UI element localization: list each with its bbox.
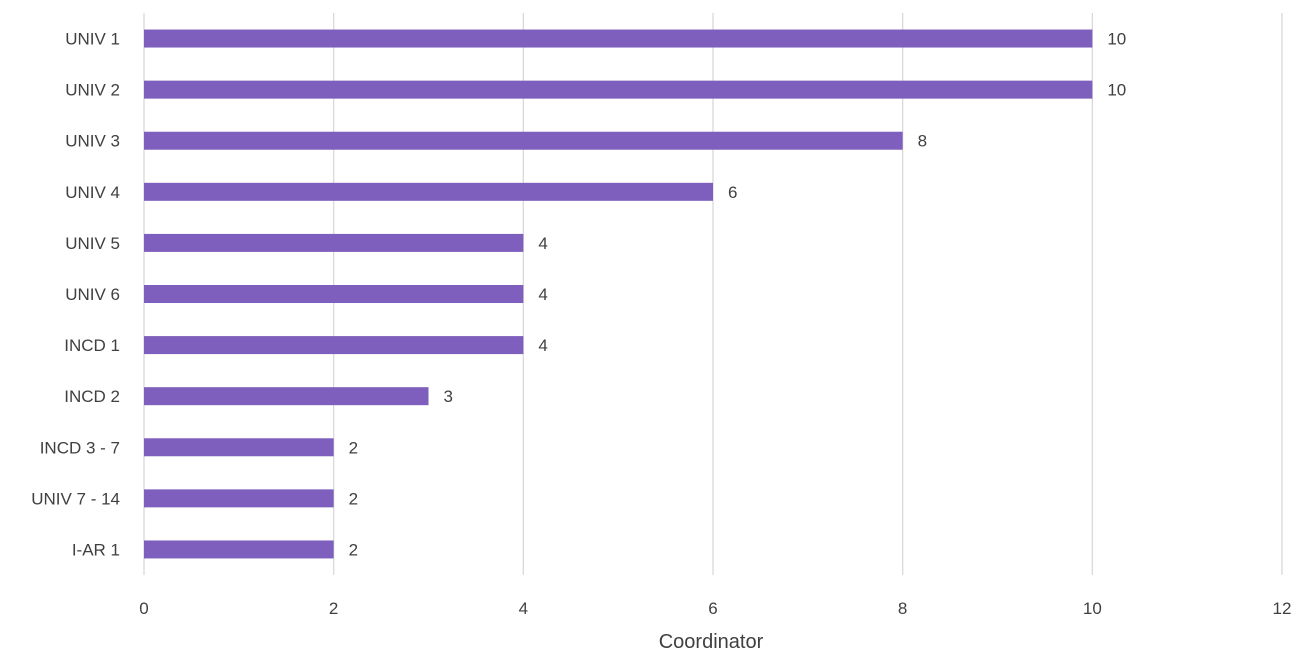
data-label: 4 <box>538 285 547 304</box>
x-tick-label: 0 <box>139 599 148 618</box>
bar-univ-4 <box>144 182 713 201</box>
x-tick-label: 10 <box>1083 599 1102 618</box>
x-tick-label: 8 <box>898 599 907 618</box>
category-label: UNIV 4 <box>65 183 120 202</box>
bar-univ-3 <box>144 131 903 150</box>
data-label: 4 <box>538 234 547 253</box>
bars <box>144 29 1093 559</box>
x-tick-label: 6 <box>708 599 717 618</box>
category-label: UNIV 1 <box>65 30 120 49</box>
bar-incd-3-7 <box>144 438 334 457</box>
category-label: UNIV 6 <box>65 285 120 304</box>
bar-i-ar-1 <box>144 540 334 559</box>
category-label: I-AR 1 <box>72 540 120 559</box>
data-label: 10 <box>1107 81 1126 100</box>
x-axis-title: Coordinator <box>659 631 764 653</box>
x-tick-label: 4 <box>519 599 528 618</box>
bar-univ-6 <box>144 285 524 303</box>
category-label: UNIV 3 <box>65 132 120 151</box>
category-label: UNIV 2 <box>65 81 120 100</box>
bar-incd-2 <box>144 387 429 406</box>
category-labels: UNIV 1 UNIV 2 UNIV 3 UNIV 4 UNIV 5 UNIV 6 INCD… <box>31 30 120 560</box>
data-label: 6 <box>728 183 737 202</box>
bar-incd-1 <box>144 336 524 355</box>
x-tick-label: 2 <box>329 599 338 618</box>
category-label: UNIV 7 - 14 <box>31 489 120 508</box>
x-tick-labels: 0 2 4 6 8 10 12 <box>139 599 1291 618</box>
data-label: 2 <box>349 489 358 508</box>
data-label: 3 <box>444 387 453 406</box>
x-tick-label: 12 <box>1273 599 1292 618</box>
data-label: 2 <box>349 438 358 457</box>
bar-univ-7-14 <box>144 489 334 508</box>
data-label: 8 <box>918 132 927 151</box>
data-labels: 10 10 8 6 4 4 4 3 2 2 2 <box>349 30 1127 560</box>
bar-univ-5 <box>144 233 524 252</box>
category-label: INCD 3 - 7 <box>40 438 120 457</box>
category-label: INCD 1 <box>64 336 120 355</box>
data-label: 10 <box>1107 30 1126 49</box>
data-label: 2 <box>349 540 358 559</box>
data-label: 4 <box>538 336 547 355</box>
category-label: UNIV 5 <box>65 234 120 253</box>
bar-univ-2 <box>144 80 1093 99</box>
category-label: INCD 2 <box>64 387 120 406</box>
bar-univ-1 <box>144 29 1093 48</box>
